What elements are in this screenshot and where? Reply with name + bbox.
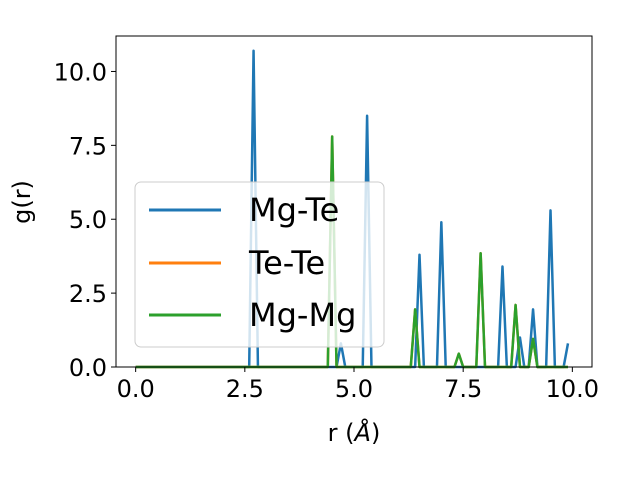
y-tick-label: 7.5 xyxy=(69,132,107,160)
x-tick-label: 5.0 xyxy=(335,375,373,403)
y-tick-label: 10.0 xyxy=(54,58,107,86)
x-axis-label-unit: Å xyxy=(353,418,371,447)
x-tick-label: 10.0 xyxy=(546,375,599,403)
y-axis-label: g(r) xyxy=(8,180,36,224)
legend: Mg-Te Te-Te Mg-Mg xyxy=(134,181,385,348)
y-tick-label: 5.0 xyxy=(69,206,107,234)
x-tick-label: 7.5 xyxy=(444,375,482,403)
x-tick-label: 0.0 xyxy=(117,375,155,403)
legend-box xyxy=(134,181,385,348)
legend-label-te-te: Te-Te xyxy=(248,244,325,282)
x-axis-label: r (Å) xyxy=(328,418,381,447)
x-axis-label-close: ) xyxy=(371,419,380,447)
legend-label-mg-te: Mg-Te xyxy=(249,191,339,229)
legend-label-mg-mg: Mg-Mg xyxy=(249,296,356,334)
y-axis: 0.0 2.5 5.0 7.5 10.0 xyxy=(54,58,116,382)
x-tick-label: 2.5 xyxy=(226,375,264,403)
x-axis-label-main: r ( xyxy=(328,419,355,447)
x-axis: 0.0 2.5 5.0 7.5 10.0 xyxy=(117,367,599,403)
y-tick-label: 0.0 xyxy=(69,354,107,382)
y-tick-label: 2.5 xyxy=(69,280,107,308)
